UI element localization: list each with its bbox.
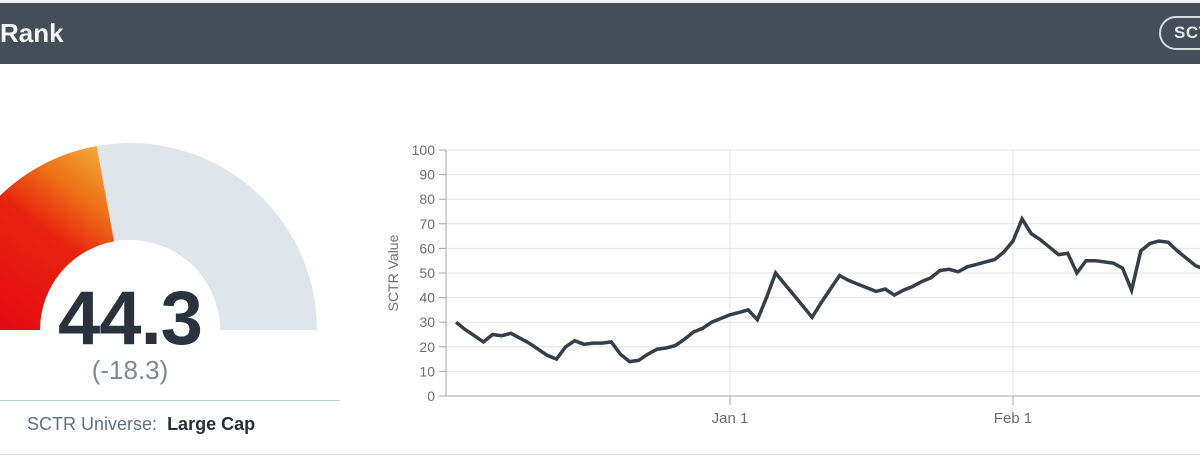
sctr-line-chart: Jan 1 Feb 1 0 10 20 30 40 50 60 70 80 90 100 SCTR Val…: [385, 142, 1200, 427]
top-strip: [0, 0, 1200, 3]
sctr-value-line: [454, 215, 1200, 364]
y-tick-label: 100: [412, 142, 436, 158]
y-tick-label: 90: [419, 167, 435, 183]
page-title: Rank: [0, 18, 64, 48]
universe-value-text: Large Cap: [167, 414, 256, 434]
header-bar: Rank SCTR: [0, 3, 1200, 64]
gauge-change: (-18.3): [91, 355, 169, 385]
y-tick-label: 70: [419, 216, 435, 232]
y-tick-label: 40: [419, 290, 435, 306]
x-tick-label: Feb 1: [994, 410, 1032, 427]
sctr-gauge: [0, 143, 317, 330]
sctr-universe: SCTR Universe: Large Cap: [27, 414, 255, 435]
y-axis-title: SCTR Value: [385, 234, 401, 311]
y-tick-label: 20: [419, 339, 435, 355]
gauge-value: 44.3: [58, 276, 203, 361]
y-tick-label: 10: [419, 363, 435, 379]
y-tick-label: 50: [419, 265, 435, 281]
gauge-track-arc: [96, 143, 317, 330]
y-tick-label: 30: [419, 314, 435, 330]
y-tick-label: 0: [427, 388, 435, 404]
gauge-fill-arc: [0, 146, 114, 330]
x-tick-label: Jan 1: [712, 410, 749, 427]
y-tick-label: 60: [419, 240, 435, 256]
y-tick-label: 80: [419, 191, 435, 207]
sctr-button[interactable]: SCTR: [1159, 16, 1200, 50]
bottom-divider: [0, 454, 1200, 455]
gauge-divider: [0, 400, 340, 401]
universe-label: SCTR Universe:: [27, 414, 158, 434]
